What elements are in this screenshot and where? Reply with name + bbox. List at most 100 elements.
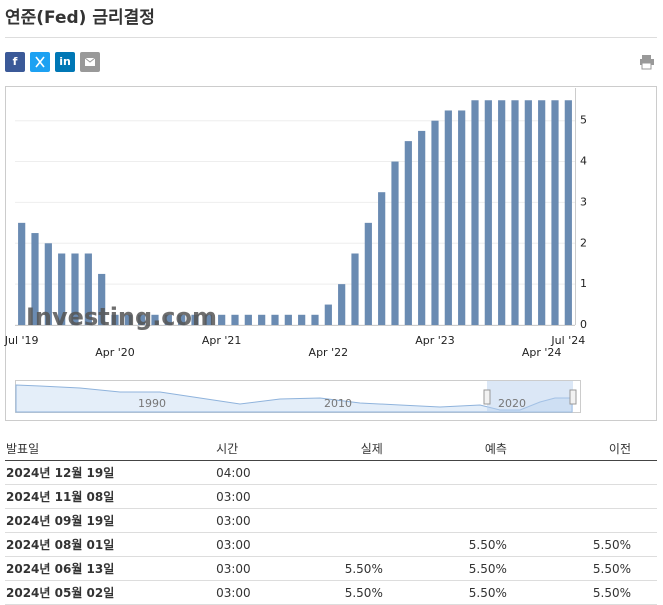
y-tick-label: 5 [580, 114, 587, 127]
bar [271, 314, 279, 325]
table-cell: 2024년 06월 13일 [5, 556, 216, 581]
bar [44, 243, 52, 325]
bar [391, 161, 399, 325]
table-cell: 03:00 [215, 580, 285, 605]
email-button[interactable] [80, 52, 100, 72]
bar [191, 314, 199, 325]
bar [164, 314, 172, 325]
navigator-handle[interactable] [569, 389, 577, 405]
table-cell: 5.50% [532, 580, 657, 605]
table-cell: 5.50% [284, 556, 409, 581]
table-cell: 5.50% [408, 556, 533, 581]
print-button[interactable] [639, 54, 655, 70]
facebook-button[interactable]: f [5, 52, 25, 72]
bar [218, 314, 226, 325]
table-cell: 03:00 [215, 532, 285, 557]
bar [471, 100, 479, 325]
twitter-icon [35, 56, 45, 68]
x-tick-label: Apr '21 [202, 334, 242, 347]
table-cell [408, 460, 533, 485]
mail-icon [84, 57, 96, 66]
table-cell [532, 460, 657, 485]
bar [324, 304, 332, 325]
table-row: 2024년 11월 08일 03:00 [5, 484, 657, 509]
x-tick-label: Apr '22 [309, 346, 349, 359]
bar [551, 100, 559, 325]
bar [284, 314, 292, 325]
divider [5, 37, 657, 38]
table-cell: 5.50% [408, 580, 533, 605]
bar [244, 314, 252, 325]
chart-frame [5, 86, 657, 421]
watermark: Investing.com [26, 303, 217, 331]
bar [71, 253, 79, 325]
table-cell [532, 508, 657, 533]
bar [311, 314, 319, 325]
table-cell: 2024년 05월 02일 [5, 580, 216, 605]
table-cell [284, 532, 409, 557]
table-cell: 04:00 [215, 460, 285, 485]
y-tick-label: 1 [580, 277, 587, 290]
table-cell: 5.50% [532, 532, 657, 557]
table-row: 2024년 06월 13일 03:00 5.50% 5.50% 5.50% [5, 556, 657, 581]
bar [298, 314, 306, 325]
table-header: 발표일 시간 실제 예측 이전 [5, 436, 657, 461]
column-header: 발표일 [5, 436, 216, 461]
bar [84, 253, 92, 325]
linkedin-button[interactable]: in [55, 52, 75, 72]
table-cell: 03:00 [215, 556, 285, 581]
bar [178, 314, 186, 325]
bar [151, 314, 159, 325]
bar [31, 233, 39, 325]
bar [338, 284, 346, 325]
table-cell: 2024년 09월 19일 [5, 508, 216, 533]
table-cell: 2024년 11월 08일 [5, 484, 216, 509]
x-tick-label: Apr '20 [95, 346, 135, 359]
table-cell [532, 484, 657, 509]
bar [111, 314, 119, 325]
column-header: 실제 [284, 436, 409, 461]
bar [431, 120, 439, 325]
table-cell [284, 484, 409, 509]
x-tick-label: Jul '24 [550, 334, 585, 347]
table-row: 2024년 12월 19일 04:00 [5, 460, 657, 485]
bar [418, 130, 426, 325]
navigator-label: 2020 [498, 397, 526, 410]
x-tick-label: Apr '24 [522, 346, 562, 359]
table-row: 2024년 09월 19일 03:00 [5, 508, 657, 533]
table-cell: 2024년 12월 19일 [5, 460, 216, 485]
bar [378, 192, 386, 325]
bar [204, 314, 212, 325]
bar [538, 100, 546, 325]
navigator-handle[interactable] [483, 389, 491, 405]
column-header: 시간 [215, 436, 285, 461]
bar [258, 314, 266, 325]
bar [18, 222, 26, 325]
table-cell [284, 508, 409, 533]
data-table: 발표일 시간 실제 예측 이전 2024년 12월 19일 04:00 2024년 11월 … [5, 436, 657, 605]
bar [404, 141, 412, 325]
bar [511, 100, 519, 325]
table-row: 2024년 08월 01일 03:00 5.50% 5.50% [5, 532, 657, 557]
table-cell: 5.50% [284, 580, 409, 605]
y-tick-label: 3 [580, 195, 587, 208]
bar [231, 314, 239, 325]
table-cell: 5.50% [408, 532, 533, 557]
table-cell: 03:00 [215, 508, 285, 533]
page-title: 연준(Fed) 금리결정 [5, 8, 155, 28]
navigator-selection[interactable] [487, 381, 573, 412]
table-cell [284, 460, 409, 485]
column-header: 예측 [408, 436, 533, 461]
y-tick-label: 4 [580, 155, 587, 168]
twitter-button[interactable] [30, 52, 50, 72]
y-tick-label: 0 [580, 318, 587, 331]
table-cell [408, 508, 533, 533]
bar [524, 100, 532, 325]
bar [564, 100, 572, 325]
navigator-label: 2010 [324, 397, 352, 410]
x-tick-label: Jul '19 [4, 334, 39, 347]
bar [138, 314, 146, 325]
bar [58, 253, 66, 325]
table-cell: 5.50% [532, 556, 657, 581]
